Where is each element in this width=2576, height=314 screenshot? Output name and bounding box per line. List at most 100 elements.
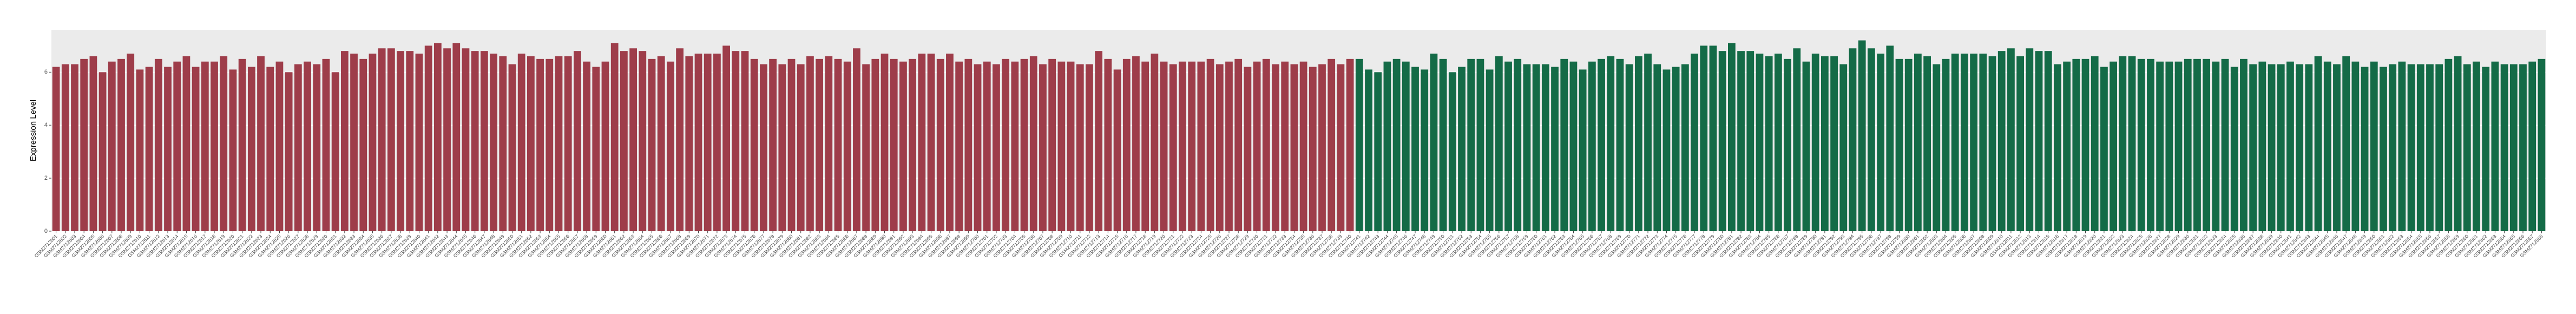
bar (2491, 61, 2499, 231)
bar (2054, 64, 2061, 231)
bar (313, 64, 321, 231)
bar (2193, 58, 2201, 231)
bar (1160, 61, 1168, 231)
bar (164, 67, 172, 232)
bar (629, 48, 637, 232)
bar (955, 61, 963, 231)
bar (1002, 58, 1010, 231)
bar (443, 48, 451, 232)
bar (471, 51, 479, 231)
bar (2435, 64, 2443, 231)
bar (89, 56, 97, 232)
bar (2147, 58, 2154, 231)
bar (1933, 64, 1941, 231)
bar (490, 54, 497, 231)
bar (1988, 56, 1996, 232)
bar (294, 64, 302, 231)
bar (2221, 58, 2229, 231)
bar (397, 51, 404, 231)
bar (2500, 64, 2508, 231)
bar (2509, 64, 2518, 231)
bar (2426, 64, 2434, 231)
bar (639, 51, 647, 231)
bar (667, 61, 674, 231)
bar (136, 69, 144, 231)
bar (1746, 51, 1754, 231)
bar (2016, 56, 2024, 232)
bar (713, 54, 721, 231)
bar (843, 61, 851, 231)
bar (936, 58, 944, 231)
bar (1383, 61, 1391, 231)
bar (1272, 64, 1279, 231)
bar (890, 58, 898, 231)
bar (1076, 64, 1084, 231)
bar (2137, 58, 2145, 231)
bar (769, 58, 777, 231)
bar (676, 48, 684, 232)
bar (1551, 67, 1559, 232)
bar (2091, 56, 2099, 232)
bar (1392, 58, 1401, 231)
bar (1225, 61, 1233, 231)
bar (2333, 64, 2341, 231)
bar (52, 67, 60, 232)
bar (1849, 48, 1857, 232)
bar (732, 51, 740, 231)
bar (2454, 56, 2462, 232)
bar (1672, 67, 1680, 232)
bar (974, 64, 982, 231)
bar (2174, 61, 2183, 231)
bar (1653, 64, 1661, 231)
y-axis-label: Expression Level (29, 100, 38, 161)
bar (1467, 58, 1475, 231)
bar (601, 61, 609, 231)
bar (1113, 69, 1121, 231)
bar (1839, 64, 1848, 231)
bar (1253, 61, 1261, 231)
bar (2212, 61, 2220, 231)
bar (1579, 69, 1587, 231)
bar (2380, 67, 2387, 232)
bar (1132, 56, 1140, 232)
bar (98, 72, 107, 231)
bar (760, 64, 767, 231)
bar (909, 58, 917, 231)
bar (1299, 61, 1307, 231)
bar (1616, 58, 1624, 231)
bar (527, 56, 535, 232)
bar (1439, 58, 1447, 231)
bar (862, 64, 870, 231)
bar (2184, 58, 2192, 231)
bar (2203, 58, 2211, 231)
bar (1104, 58, 1112, 231)
bar (1020, 58, 1028, 231)
bar (1904, 58, 1913, 231)
bar (238, 58, 246, 231)
bar (462, 48, 470, 232)
bar (275, 61, 284, 231)
bar (1951, 54, 1959, 231)
bar (304, 61, 311, 231)
bar (350, 54, 358, 231)
bar (1737, 51, 1745, 231)
bar (1830, 56, 1838, 232)
bar (1802, 61, 1810, 231)
bar (1011, 61, 1019, 231)
bar (592, 67, 600, 232)
bar (2277, 64, 2285, 231)
bar (154, 58, 162, 231)
bar (1560, 58, 1568, 231)
bar (1448, 72, 1456, 231)
bar (1961, 54, 1968, 231)
bar (433, 43, 442, 231)
bar (2519, 64, 2527, 231)
bar (871, 58, 879, 231)
bar (1151, 54, 1159, 231)
bar (1727, 43, 1736, 231)
bar (387, 48, 395, 232)
bar (406, 51, 414, 231)
bar (825, 56, 833, 232)
bar (880, 54, 889, 231)
bar (574, 51, 581, 231)
